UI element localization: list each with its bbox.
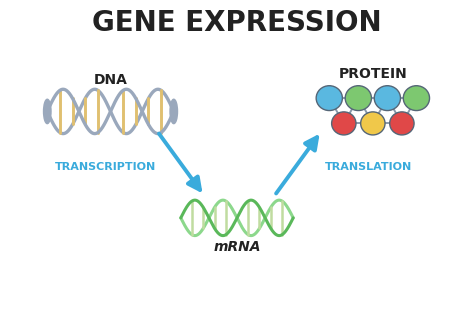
Circle shape bbox=[316, 86, 342, 111]
Circle shape bbox=[332, 112, 356, 135]
Text: GENE EXPRESSION: GENE EXPRESSION bbox=[92, 9, 382, 37]
Circle shape bbox=[361, 112, 385, 135]
Ellipse shape bbox=[44, 99, 51, 124]
Circle shape bbox=[403, 86, 429, 111]
Text: PROTEIN: PROTEIN bbox=[338, 67, 407, 81]
Text: TRANSLATION: TRANSLATION bbox=[325, 162, 412, 172]
Ellipse shape bbox=[170, 99, 177, 124]
Text: mRNA: mRNA bbox=[213, 240, 261, 254]
Text: DNA: DNA bbox=[93, 73, 128, 88]
Circle shape bbox=[374, 86, 401, 111]
Circle shape bbox=[345, 86, 372, 111]
Circle shape bbox=[390, 112, 414, 135]
Text: TRANSCRIPTION: TRANSCRIPTION bbox=[55, 162, 156, 172]
